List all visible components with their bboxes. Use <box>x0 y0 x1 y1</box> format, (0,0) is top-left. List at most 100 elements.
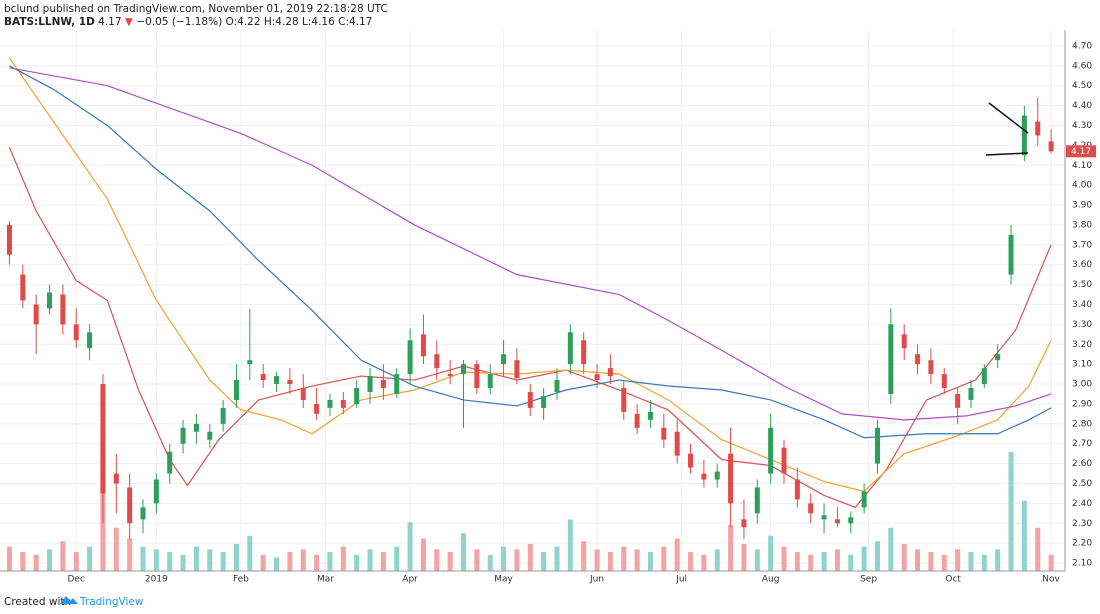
volume-bar <box>995 549 1001 571</box>
candle-body <box>581 340 587 365</box>
candle-body <box>354 388 360 404</box>
candle-body <box>247 360 253 365</box>
candle-body <box>260 374 266 381</box>
volume-bar <box>714 549 720 571</box>
volume-bar <box>60 541 66 571</box>
candle-body <box>888 324 894 394</box>
candle-body <box>915 354 921 365</box>
volume-bar <box>127 538 133 571</box>
volume-bar <box>554 546 560 571</box>
y-tick-label: 3.00 <box>1072 380 1092 390</box>
candle-body <box>6 224 12 255</box>
candle-body <box>674 431 680 456</box>
volume-bar <box>848 554 854 571</box>
volume-bar <box>661 546 667 571</box>
volume-bar <box>861 546 867 571</box>
volume-bar <box>180 554 186 571</box>
volume-bar <box>340 546 346 571</box>
candle-body <box>207 431 213 440</box>
volume-bar <box>981 554 987 571</box>
volume-bar <box>888 527 894 571</box>
candle-body <box>955 393 961 408</box>
volume-bar <box>607 552 613 571</box>
volume-bar <box>621 546 627 571</box>
candle-body <box>434 354 440 369</box>
volume-bar <box>581 541 587 571</box>
candle-body <box>314 403 320 414</box>
candle-body <box>634 413 640 428</box>
volume-bar <box>647 552 653 571</box>
y-tick-label: 4.10 <box>1072 161 1092 171</box>
symbol: BATS:LLNW, 1D <box>4 16 95 28</box>
publisher: bclund published on TradingView.com, Nov… <box>4 3 388 15</box>
y-tick-label: 2.30 <box>1072 519 1092 529</box>
volume-bar <box>380 552 386 571</box>
volume-bar <box>741 543 747 571</box>
symbol-line: BATS:LLNW, 1D 4.17 ▼ −0.05 (−1.18%) O:4.… <box>4 16 372 28</box>
candle-body <box>1048 141 1054 152</box>
candle-body <box>127 487 133 524</box>
y-tick-label: 2.40 <box>1072 499 1092 509</box>
volume-bar <box>768 535 774 571</box>
volume-bar <box>501 546 507 571</box>
candle-body <box>100 384 106 494</box>
volume-bar <box>354 554 360 571</box>
candle-body <box>554 380 560 392</box>
volume-bar <box>754 549 760 571</box>
candle-body <box>1021 115 1027 156</box>
y-tick-label: 4.50 <box>1072 81 1092 91</box>
candle-body <box>861 491 867 508</box>
volume-bar <box>207 549 213 571</box>
candle-body <box>621 388 627 412</box>
candle-body <box>701 473 707 480</box>
volume-bar <box>20 552 26 571</box>
volume-bar <box>834 549 840 571</box>
volume-bar <box>821 552 827 571</box>
volume-bar <box>327 552 333 571</box>
volume-bar <box>420 538 426 571</box>
x-tick-label: Sep <box>860 575 877 585</box>
y-tick-label: 4.60 <box>1072 61 1092 71</box>
volume-bar <box>728 525 734 571</box>
volume-bar <box>367 549 373 571</box>
volume-bar <box>434 549 440 571</box>
candle-body <box>741 519 747 528</box>
candle-body <box>407 340 413 375</box>
volume-bar <box>874 541 880 571</box>
y-tick-label: 3.90 <box>1072 201 1092 211</box>
y-tick-label: 3.20 <box>1072 340 1092 350</box>
candle-body <box>768 427 774 474</box>
volume-bar <box>514 549 520 571</box>
candle-body <box>728 453 734 504</box>
candle-body <box>1035 121 1041 136</box>
volume-pane <box>6 451 1054 571</box>
volume-bar <box>688 552 694 571</box>
change: −0.05 (−1.18%) <box>136 16 222 28</box>
candle-body <box>781 447 787 474</box>
volume-bar <box>33 554 39 571</box>
volume-bar <box>955 549 961 571</box>
candle-body <box>848 517 854 524</box>
volume-bar <box>167 552 173 571</box>
moving-average <box>8 57 1052 493</box>
volume-bar <box>541 552 547 571</box>
volume-bar <box>73 552 79 571</box>
y-tick-label: 3.30 <box>1072 320 1092 330</box>
candle-body <box>380 380 386 389</box>
x-tick-label: Mar <box>317 575 334 585</box>
candle-body <box>901 334 907 349</box>
volume-bar <box>394 546 400 571</box>
candle-body <box>514 360 520 379</box>
volume-bar <box>193 546 199 571</box>
candle-body <box>594 374 600 381</box>
candle-body <box>193 423 199 432</box>
y-tick-label: 3.60 <box>1072 260 1092 270</box>
candle-body <box>941 374 947 389</box>
candle-body <box>461 364 467 375</box>
volume-bar <box>153 549 159 571</box>
volume-bar <box>300 549 306 571</box>
candle-body <box>794 479 800 500</box>
volume-bar <box>901 543 907 571</box>
candle-body <box>87 332 93 349</box>
